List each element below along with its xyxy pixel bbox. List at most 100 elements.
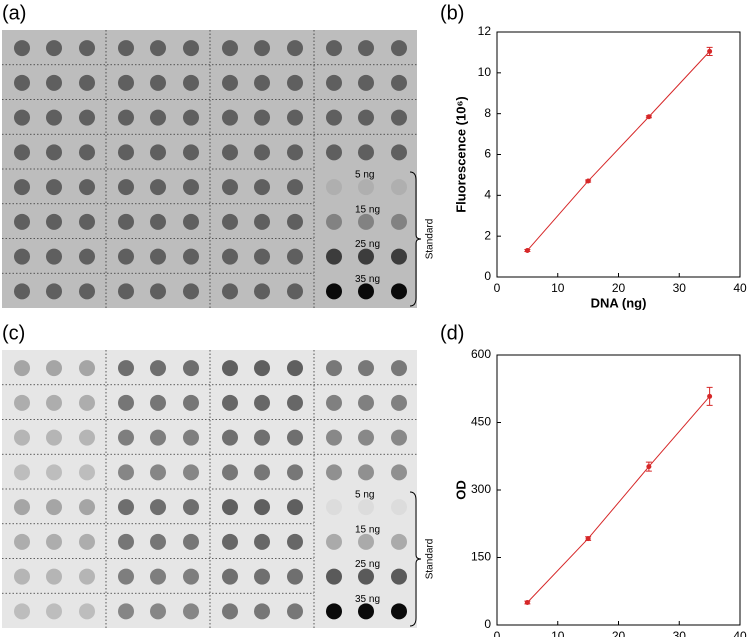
blot-dot (254, 74, 270, 91)
blot-dot (150, 213, 166, 230)
blot-dot (254, 499, 270, 516)
blot-dot (183, 213, 199, 230)
blot-dot (118, 533, 134, 550)
blot-dot (326, 603, 342, 620)
blot-dot (46, 394, 62, 411)
blot-dot (391, 360, 407, 377)
blot-dot (391, 144, 407, 161)
blot-dot (287, 533, 303, 550)
blot-dot (254, 360, 270, 377)
blot-dot (183, 499, 199, 516)
blot-dot (358, 109, 374, 126)
blot-dot (14, 499, 30, 516)
blot-dot (358, 283, 374, 300)
blot-dot (79, 568, 95, 585)
blot-dot (150, 179, 166, 196)
blot-dot (79, 40, 95, 57)
x-tick-label: 30 (673, 281, 687, 295)
blot-dot (14, 248, 30, 265)
fit-line (527, 396, 711, 603)
blot-dot (254, 394, 270, 411)
blot-dot (326, 179, 342, 196)
plot-frame (496, 31, 741, 278)
blot-dot (326, 74, 342, 91)
x-tick-label: 0 (494, 629, 501, 637)
blot-dot (287, 429, 303, 446)
amount-label: 35 ng (355, 594, 380, 605)
blot-dot (14, 144, 30, 161)
blot-dot (79, 464, 95, 481)
blot-dot (287, 283, 303, 300)
y-tick-label: 8 (484, 106, 491, 120)
point (646, 114, 652, 120)
blot-dot (222, 248, 238, 265)
blot-dot (14, 179, 30, 196)
blot-dot (391, 394, 407, 411)
blot-dot (14, 603, 30, 620)
blot-dot (14, 394, 30, 411)
amount-label: 5 ng (355, 170, 374, 181)
blot-dot (150, 248, 166, 265)
blot-dot (326, 464, 342, 481)
blot-dot (287, 464, 303, 481)
blot-dot (79, 74, 95, 91)
blot-dot (287, 394, 303, 411)
blot-dot (287, 248, 303, 265)
blot-dot (14, 533, 30, 550)
blot-dot (150, 499, 166, 516)
blot-dot (222, 144, 238, 161)
blot-dot (326, 144, 342, 161)
blot-dot (326, 429, 342, 446)
point (524, 600, 530, 605)
blot-dot (150, 429, 166, 446)
blot-dot (79, 499, 95, 516)
standard-label: Standard (425, 219, 436, 260)
blot-dot (358, 568, 374, 585)
blot-dot (358, 40, 374, 57)
blot-dot (358, 360, 374, 377)
blot-dot (222, 464, 238, 481)
blot-dot (254, 144, 270, 161)
x-tick-label: 0 (494, 281, 501, 295)
panel-label: (a) (2, 2, 26, 24)
blot-dot (79, 360, 95, 377)
standard-label: Standard (425, 539, 436, 580)
blot-dot (358, 74, 374, 91)
blot-dot (46, 568, 62, 585)
blot-dot (391, 179, 407, 196)
blot-dot (391, 603, 407, 620)
blot-dot (222, 74, 238, 91)
x-axis-label: DNA (ng) (591, 295, 647, 310)
blot-dot (391, 109, 407, 126)
blot-dot (79, 248, 95, 265)
blot-dot (14, 74, 30, 91)
blot-dot (14, 360, 30, 377)
blot-dot (326, 40, 342, 57)
blot-dot (79, 283, 95, 300)
x-tick-label: 30 (673, 629, 687, 637)
blot-dot (287, 568, 303, 585)
blot-dot (183, 40, 199, 57)
blot-dot (358, 248, 374, 265)
blot-dot (183, 568, 199, 585)
blot-dot (118, 248, 134, 265)
blot-dot (391, 533, 407, 550)
blot-dot (391, 248, 407, 265)
blot-dot (358, 213, 374, 230)
blot-dot (118, 464, 134, 481)
blot-dot (391, 568, 407, 585)
blot-dot (391, 429, 407, 446)
point (707, 48, 713, 54)
blot-dot (118, 179, 134, 196)
blot-dot (118, 603, 134, 620)
blot-dot (358, 394, 374, 411)
blot-dot (14, 283, 30, 300)
amount-label: 15 ng (355, 524, 380, 535)
blot-dot (222, 40, 238, 57)
y-tick-label: 10 (478, 65, 492, 79)
blot-dot (254, 533, 270, 550)
blot-dot (358, 533, 374, 550)
blot-dot (222, 179, 238, 196)
y-tick-label: 2 (484, 228, 491, 242)
blot-dot (46, 213, 62, 230)
